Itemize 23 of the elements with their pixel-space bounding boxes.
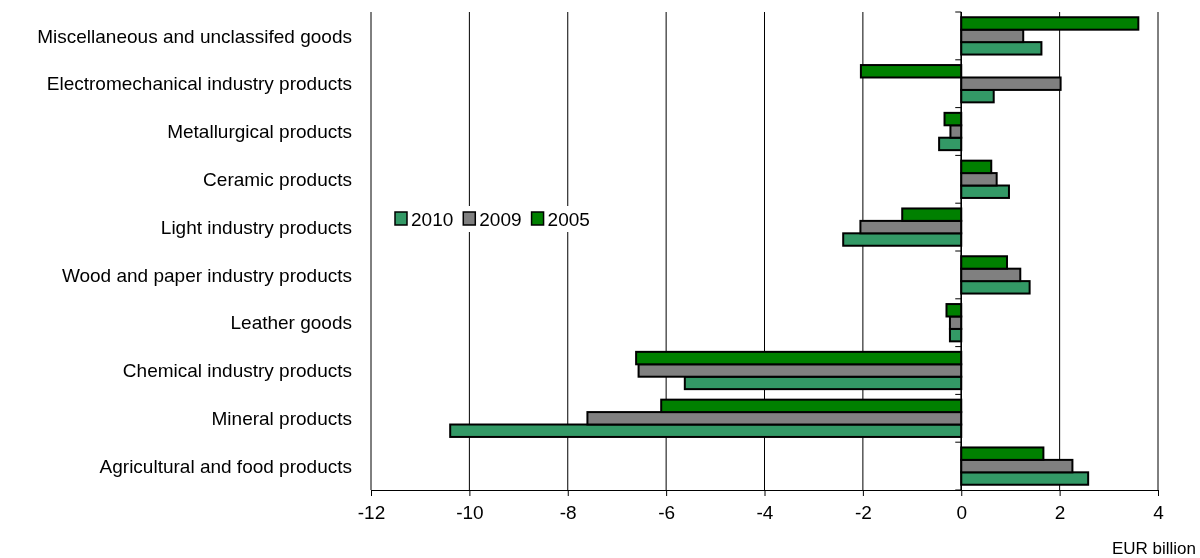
x-tick-label: -12 (357, 502, 386, 524)
x-tick-label: -8 (559, 502, 577, 524)
x-tick-label: -4 (756, 502, 774, 524)
y-tick-label: Light industry products (160, 216, 352, 238)
legend-label: 2010 (411, 208, 454, 230)
y-tick-label: Leather goods (230, 312, 352, 334)
x-tick-label: -10 (456, 502, 484, 524)
x-tick-label: -6 (658, 502, 676, 524)
legend-label: 2005 (547, 208, 590, 230)
x-tick-label: 2 (1054, 502, 1066, 524)
y-tick-label: Metallurgical products (167, 121, 352, 143)
y-tick-label: Miscellaneous and unclassifed goods (37, 25, 352, 47)
y-tick-label: Electromechanical industry products (46, 73, 352, 95)
legend-label: 2009 (479, 208, 522, 230)
y-tick-label: Ceramic products (203, 168, 352, 190)
x-tick-label: 4 (1153, 502, 1165, 524)
y-tick-label: Mineral products (211, 407, 352, 429)
y-tick-label: Wood and paper industry products (61, 264, 352, 286)
y-tick-label: Chemical industry products (122, 360, 352, 382)
x-tick-label: 0 (956, 502, 968, 524)
x-tick-label: -2 (854, 502, 872, 524)
y-tick-label: Agricultural and food products (99, 455, 352, 477)
x-axis-title: EUR billion (1111, 539, 1196, 558)
